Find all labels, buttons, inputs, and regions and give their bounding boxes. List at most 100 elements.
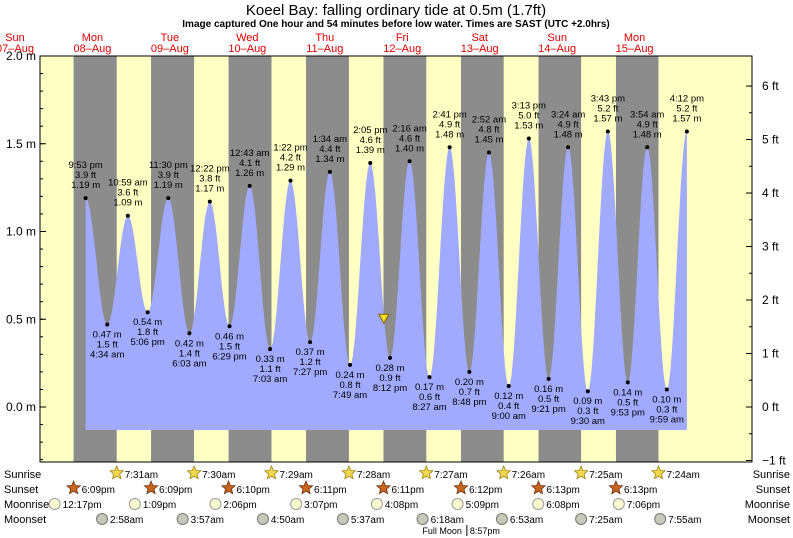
low-tide-label: 0.28 m0.9 ft8:12 pm [373,355,407,394]
sunset-icon [220,479,237,495]
tide-time: 6:03 am [172,358,206,369]
tide-height-ft: 4.2 ft [280,153,301,164]
sunrise-icon [186,464,202,480]
tide-extreme-dot [125,213,130,218]
moonset-icon [495,513,508,525]
tide-extreme-dot [327,169,332,174]
y-tick-label-m: 2.0 m [6,49,36,63]
full-moon-label: Full Moon [422,526,462,536]
day-date: 09–Aug [151,43,189,55]
sunrise-time: 7:27am [434,470,467,481]
moonrise-icon [451,498,464,510]
tide-height-ft: 4.9 ft [558,119,579,130]
sunset-time: 6:13pm [546,485,579,496]
sunrise-icon [418,464,434,480]
tide-time: 12:43 am [230,148,270,159]
moonrise-time: 12:17pm [63,500,102,511]
day-name: Mon [624,32,645,44]
moonrise-event: 4:08pm [370,498,418,511]
tide-height-ft: 0.3 ft [656,404,677,415]
tide-height-m: 0.46 m [215,331,244,342]
tide-height-m: 0.09 m [573,396,602,407]
sunset-icon [608,479,624,495]
tide-time: 7:27 pm [293,367,327,378]
low-tide-label: 0.33 m1.1 ft7:03 am [253,347,287,385]
tide-time: 2:05 pm [353,125,387,136]
high-tide-label: 2:52 am4.8 ft1.45 m [472,115,506,155]
current-tide-layer [378,313,390,325]
row-label-left: Moonset [4,514,46,526]
y-tick-label-m: 0.5 m [6,312,36,326]
moonset-time: 7:55am [668,515,701,526]
tide-height-ft: 0.9 ft [379,373,400,384]
tide-time: 9:53 pm [611,407,645,418]
y-tick-label-ft: 3 ft [762,240,779,254]
sunset-icon [453,479,469,495]
tide-extreme-dot [268,347,273,352]
tide-time: 8:27 am [412,402,446,413]
tide-extreme-dot [387,355,392,360]
tide-extreme-dot [427,375,432,380]
low-tide-label: 0.14 m0.5 ft9:53 pm [611,380,645,418]
tide-extreme-dot [486,150,491,155]
y-tick-label-ft: 5 ft [762,133,779,147]
tide-time: 8:12 pm [373,383,407,394]
high-tide-label: 12:43 am4.1 ft1.26 m [230,148,270,188]
chart-title: Koeel Bay: falling ordinary tide at 0.5m… [246,2,546,19]
tide-height-ft: 0.6 ft [419,392,440,403]
sunset-event: 6:11pm [375,479,424,496]
tide-extreme-dot [546,376,551,381]
tide-time: 4:12 pm [670,93,704,104]
moonset-icon [176,513,189,525]
day-name: Fri [396,32,409,44]
tide-extreme-dot [526,136,531,141]
sunset-time: 6:09pm [82,485,115,496]
y-tick-label-ft: 6 ft [762,79,779,93]
y-tick-label-m: 0.0 m [6,400,36,414]
tide-height-m: 0.20 m [455,377,484,388]
tide-time: 10:59 am [108,178,148,189]
tide-extreme-dot [288,178,293,183]
high-tide-label: 10:59 am3.6 ft1.09 m [108,178,148,218]
tide-height-ft: 1.5 ft [219,341,240,352]
sunset-time: 6:10pm [237,485,270,496]
tide-area-layer [85,131,687,430]
tide-height-ft: 5.2 ft [597,103,618,114]
tide-height-m: 0.17 m [415,382,444,393]
moonrise-icon [290,498,303,510]
tide-time: 11:30 pm [149,160,188,171]
sunrise-time: 7:24am [666,470,699,481]
tide-height-ft: 0.7 ft [459,387,480,398]
moonset-icon [416,513,429,525]
high-tide-label: 4:12 pm5.2 ft1.57 m [670,93,704,134]
tide-height-m: 0.28 m [375,363,404,374]
moonset-time: 6:18am [431,515,464,526]
tide-time: 2:52 am [472,115,506,126]
tide-height-ft: 0.5 ft [538,394,559,405]
tide-extreme-dot [645,145,650,150]
sunrise-time: 7:28am [357,470,390,481]
high-tide-label: 12:22 pm3.8 ft1.17 m [190,164,230,204]
high-tide-label: 3:24 am4.9 ft1.48 m [551,109,585,150]
high-tide-label: 2:41 pm4.9 ft1.48 m [432,109,467,150]
tide-height-ft: 4.9 ft [439,119,460,130]
tide-height-m: 0.33 m [256,354,285,365]
tide-time: 6:29 pm [212,351,246,362]
tide-height-ft: 1.2 ft [300,357,321,368]
day-date: 10–Aug [228,43,266,55]
tide-extreme-dot [145,310,150,315]
row-label-left: Sunset [4,484,38,496]
high-tide-label: 3:54 am4.9 ft1.48 m [630,109,664,150]
moonrise-time: 4:08pm [385,500,418,511]
high-tide-label: 1:34 am4.4 ft1.34 m [313,134,347,174]
moonset-time: 3:57am [191,515,224,526]
y-tick-label-ft: 1 ft [762,347,779,361]
chart-subtitle: Image captured One hour and 54 minutes b… [182,19,609,30]
row-label-left: Sunrise [4,469,41,481]
moonrise-event: 12:17pm [48,498,102,511]
moonset-icon [654,513,667,525]
tide-time: 9:21 pm [531,404,565,415]
tide-height-ft: 0.8 ft [339,380,360,391]
tide-height-m: 1.40 m [395,143,424,154]
low-tide-label: 0.46 m1.5 ft6:29 pm [212,324,247,362]
